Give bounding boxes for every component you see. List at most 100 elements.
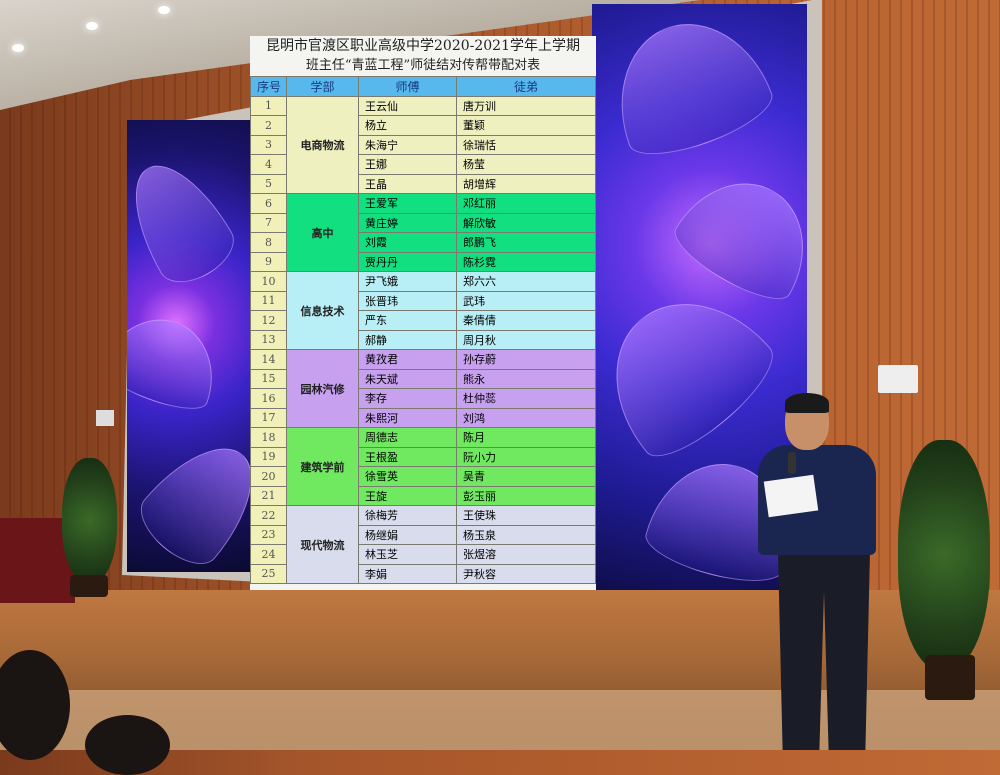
master-cell: 王旋 <box>358 485 457 506</box>
row-number: 11 <box>250 290 287 311</box>
apprentice-cell: 尹秋容 <box>456 563 596 584</box>
table-row: 4 王娜 杨莹 <box>250 154 596 175</box>
header-no: 序号 <box>250 76 287 97</box>
row-number: 23 <box>250 524 287 545</box>
master-cell: 朱海宁 <box>358 134 457 155</box>
security-camera <box>96 410 114 426</box>
exit-sign <box>878 365 918 393</box>
potted-plant-right <box>898 440 990 670</box>
audience-head <box>85 715 170 775</box>
header-row: 序号 学部 师傅 徒弟 <box>250 76 596 97</box>
table-row: 6 高中 王爱军 邓红丽 <box>250 193 596 272</box>
master-cell: 徐雪英 <box>358 466 457 487</box>
row-number: 2 <box>250 115 287 136</box>
master-cell: 黄孜君 <box>358 349 457 370</box>
apprentice-cell: 陈月 <box>456 427 596 448</box>
row-number: 14 <box>250 349 287 370</box>
table-row: 22 现代物流 徐梅芳 王使珠 <box>250 505 596 584</box>
table-row: 23 杨继娟 杨玉泉 <box>250 524 596 545</box>
table-row: 25 李娟 尹秋容 <box>250 563 596 584</box>
potted-plant-left <box>62 458 117 583</box>
master-cell: 朱天斌 <box>358 368 457 389</box>
master-cell: 王云仙 <box>358 95 457 116</box>
master-cell: 张晋玮 <box>358 290 457 311</box>
table-row: 9 贾丹丹 陈杉霓 <box>250 251 596 272</box>
ceiling-light <box>12 44 24 52</box>
master-cell: 王娜 <box>358 154 457 175</box>
department-cell: 现代物流 <box>286 505 359 584</box>
table-row: 7 黄庄婷 解欣敏 <box>250 212 596 233</box>
table-row: 18 建筑学前 周德志 陈月 <box>250 427 596 506</box>
master-cell: 王根盈 <box>358 446 457 467</box>
row-number: 10 <box>250 271 287 292</box>
master-cell: 刘霞 <box>358 232 457 253</box>
apprentice-cell: 唐万训 <box>456 95 596 116</box>
master-cell: 贾丹丹 <box>358 251 457 272</box>
master-cell: 王晶 <box>358 173 457 194</box>
table-row: 1 电商物流 王云仙 唐万训 <box>250 95 596 194</box>
row-number: 5 <box>250 173 287 194</box>
master-cell: 林玉芝 <box>358 544 457 565</box>
master-cell: 李娟 <box>358 563 457 584</box>
table-row: 15 朱天斌 熊永 <box>250 368 596 389</box>
header-master: 师傅 <box>358 76 457 97</box>
master-cell: 王爱军 <box>358 193 457 214</box>
title-line-2: 班主任“青蓝工程”师徒结对传帮带配对表 <box>305 58 541 73</box>
table-row: 2 杨立 董颖 <box>250 115 596 136</box>
apprentice-cell: 郎鹏飞 <box>456 232 596 253</box>
master-cell: 周德志 <box>358 427 457 448</box>
department-cell: 信息技术 <box>286 271 359 350</box>
row-number: 24 <box>250 544 287 565</box>
master-cell: 朱熙河 <box>358 407 457 428</box>
ceiling-light <box>158 6 170 14</box>
row-number: 13 <box>250 329 287 350</box>
row-number: 18 <box>250 427 287 448</box>
title-line-1: 昆明市官渡区职业高级中学2020-2021学年上学期 <box>266 38 580 54</box>
audience-head <box>0 650 70 760</box>
apprentice-cell: 郑六六 <box>456 271 596 292</box>
row-number: 20 <box>250 466 287 487</box>
apprentice-cell: 孙存蔚 <box>456 349 596 370</box>
header-apprentice: 徒弟 <box>456 76 596 97</box>
table-row: 13 郝静 周月秋 <box>250 329 596 350</box>
master-cell: 徐梅芳 <box>358 505 457 526</box>
row-number: 15 <box>250 368 287 389</box>
table-row: 24 林玉芝 张煜溶 <box>250 544 596 565</box>
row-number: 16 <box>250 388 287 409</box>
microphone <box>788 452 796 474</box>
apprentice-cell: 刘鸿 <box>456 407 596 428</box>
row-number: 1 <box>250 95 287 116</box>
speaker-hair <box>785 393 829 413</box>
apprentice-cell: 阮小力 <box>456 446 596 467</box>
apprentice-cell: 邓红丽 <box>456 193 596 214</box>
row-number: 25 <box>250 563 287 584</box>
plant-pot <box>70 575 108 597</box>
table-row: 3 朱海宁 徐瑞恬 <box>250 134 596 155</box>
table-row: 12 严东 秦倩倩 <box>250 310 596 331</box>
master-cell: 李存 <box>358 388 457 409</box>
table-row: 21 王旋 彭玉丽 <box>250 485 596 506</box>
flower-panel-left <box>127 120 250 572</box>
table-row: 11 张晋玮 武玮 <box>250 290 596 311</box>
apprentice-cell: 杨玉泉 <box>456 524 596 545</box>
master-cell: 郝静 <box>358 329 457 350</box>
row-number: 4 <box>250 154 287 175</box>
row-number: 12 <box>250 310 287 331</box>
apprentice-cell: 陈杉霓 <box>456 251 596 272</box>
department-cell: 电商物流 <box>286 95 359 194</box>
apprentice-cell: 杨莹 <box>456 154 596 175</box>
apprentice-cell: 解欣敏 <box>456 212 596 233</box>
row-number: 9 <box>250 251 287 272</box>
speech-paper <box>763 474 819 518</box>
apprentice-cell: 熊永 <box>456 368 596 389</box>
table-title: 昆明市官渡区职业高级中学2020-2021学年上学期 班主任“青蓝工程”师徒结对… <box>250 36 596 76</box>
master-cell: 尹飞娥 <box>358 271 457 292</box>
row-number: 19 <box>250 446 287 467</box>
row-number: 8 <box>250 232 287 253</box>
table-row: 10 信息技术 尹飞娥 郑六六 <box>250 271 596 350</box>
department-cell: 建筑学前 <box>286 427 359 506</box>
master-cell: 黄庄婷 <box>358 212 457 233</box>
apprentice-cell: 彭玉丽 <box>456 485 596 506</box>
apprentice-cell: 张煜溶 <box>456 544 596 565</box>
table-row: 19 王根盈 阮小力 <box>250 446 596 467</box>
